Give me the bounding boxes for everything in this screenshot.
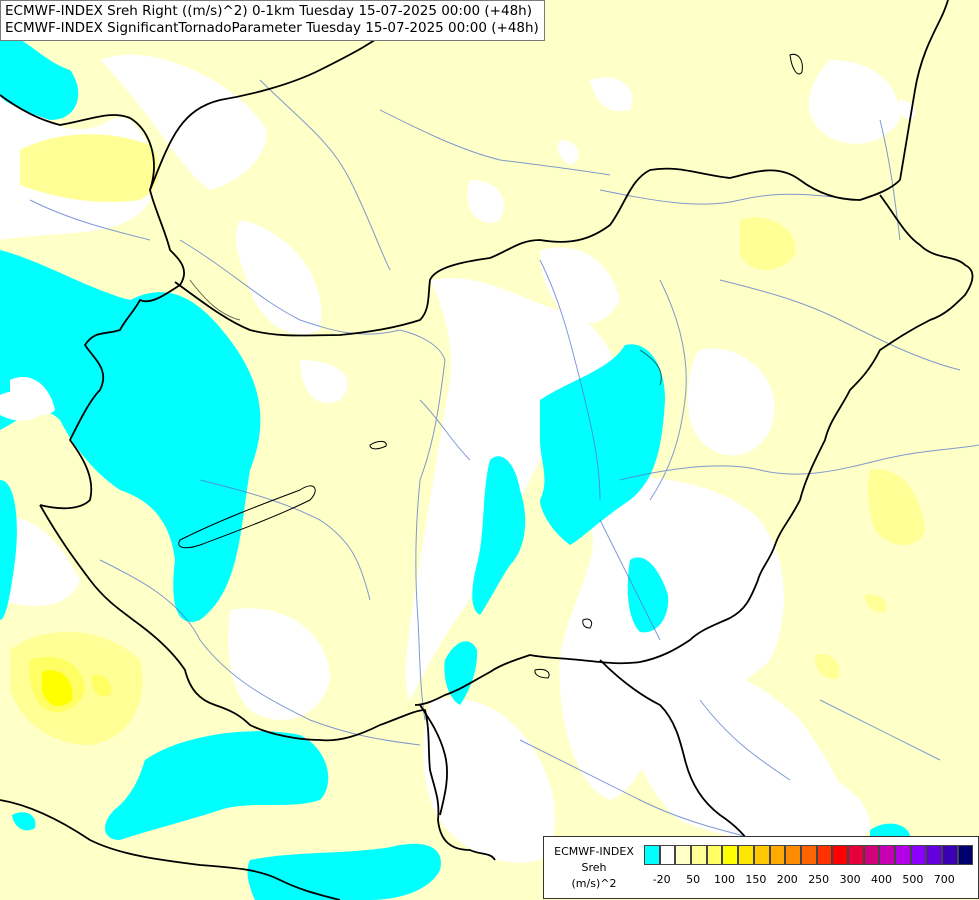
legend-swatch xyxy=(769,845,786,865)
legend-swatch xyxy=(722,845,739,865)
moderate-helicity-yellow-areas xyxy=(10,134,925,745)
legend-swatch xyxy=(738,845,754,865)
legend-swatches xyxy=(644,845,974,865)
legend-swatch xyxy=(753,845,770,865)
legend-tick-label: 400 xyxy=(871,873,892,886)
legend-swatch xyxy=(659,845,676,865)
danube-outline xyxy=(189,279,662,386)
legend-tick-label: 250 xyxy=(808,873,830,886)
legend-swatch xyxy=(691,845,707,865)
legend-tick-label: 500 xyxy=(902,873,924,886)
legend-swatch xyxy=(847,845,864,865)
legend-swatch xyxy=(644,845,660,865)
legend-swatch xyxy=(957,845,974,865)
legend-swatch xyxy=(706,845,723,865)
legend-swatch xyxy=(785,845,801,865)
legend-swatch xyxy=(675,845,692,865)
legend-unit: (m/s)^2 xyxy=(571,877,617,890)
legend-tick-label: 100 xyxy=(714,873,735,886)
legend-tick-label: 150 xyxy=(745,873,767,886)
map-title-box: ECMWF-INDEX Sreh Right ((m/s)^2) 0-1km T… xyxy=(0,0,545,41)
rivers xyxy=(29,79,979,841)
title-line-2: ECMWF-INDEX SignificantTornadoParameter … xyxy=(5,20,539,36)
low-helicity-white-areas xyxy=(0,54,916,863)
legend-swatch xyxy=(816,845,833,865)
legend-ticks: -20 50 100 150 200 250 300 400 500 700 xyxy=(644,873,974,889)
legend-swatch xyxy=(879,845,895,865)
title-line-1: ECMWF-INDEX Sreh Right ((m/s)^2) 0-1km T… xyxy=(5,3,532,19)
legend-swatch xyxy=(863,845,880,865)
legend-tick-label: 700 xyxy=(933,873,955,886)
legend-swatch xyxy=(800,845,817,865)
legend-tick-label: 50 xyxy=(686,873,701,886)
legend-swatch xyxy=(895,845,911,865)
legend-swatch xyxy=(942,845,958,865)
legend-title: ECMWF-INDEX xyxy=(554,845,634,858)
color-legend: ECMWF-INDEX Sreh (m/s)^2 -20 50 100 150 200 2… xyxy=(543,836,979,899)
negative-helicity-cyan-areas xyxy=(0,34,910,900)
legend-tick-label: -20 xyxy=(652,873,671,886)
legend-swatch xyxy=(832,845,848,865)
lakes xyxy=(178,53,803,679)
legend-swatch xyxy=(910,845,927,865)
legend-swatch xyxy=(926,845,943,865)
legend-variable: Sreh xyxy=(581,861,607,874)
legend-tick-label: 200 xyxy=(776,873,798,886)
legend-tick-label: 300 xyxy=(839,873,861,886)
